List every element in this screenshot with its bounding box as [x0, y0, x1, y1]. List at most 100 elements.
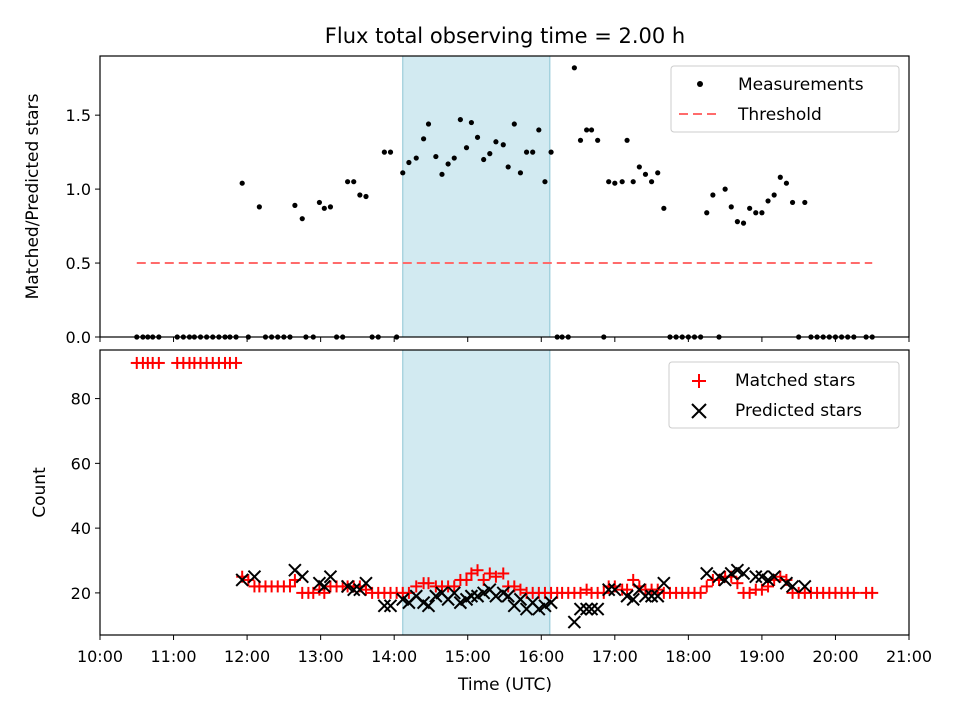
measurement-point [387, 149, 394, 155]
measurement-point [771, 192, 777, 198]
matched-star-point [471, 564, 484, 577]
y-tick-label: 0.0 [66, 328, 91, 347]
matched-star-point [597, 586, 610, 599]
legend-predicted-marker [691, 403, 707, 419]
legend-threshold-label: Threshold [737, 105, 822, 125]
measurement-point [655, 170, 661, 176]
x-tick-label: 10:00 [77, 647, 123, 666]
predicted-star-point [749, 569, 763, 584]
matched-star-point [743, 586, 756, 599]
predicted-star-point [383, 599, 398, 613]
matched-star-point [460, 573, 473, 586]
count-x-ticks: 10:00 11:00 12:00 13:00 14:00 15:00 16:00 17:00… [77, 635, 932, 666]
predicted-star-point [513, 592, 528, 607]
predicted-star-point [798, 579, 812, 594]
measurement-point [327, 204, 334, 210]
x-tick-label: 21:00 [886, 647, 932, 666]
measurement-point [351, 179, 357, 185]
predicted-star-point [785, 579, 800, 594]
matched-star-point [651, 583, 664, 596]
predicted-star-point [235, 573, 249, 587]
legend-matched-marker [692, 374, 706, 388]
matched-star-point [230, 356, 243, 369]
measurement-point [661, 205, 667, 211]
measurement-point [619, 179, 625, 185]
predicted-star-point [700, 566, 714, 581]
measurement-point [463, 145, 470, 151]
predicted-star-point [377, 599, 392, 613]
matched-star-point [497, 567, 510, 580]
x-tick-label: 12:00 [224, 647, 270, 666]
matched-star-point [422, 577, 435, 590]
measurement-point [381, 149, 387, 155]
measurement-point [500, 142, 506, 148]
x-tick-label: 18:00 [665, 647, 711, 666]
matched-star-point [774, 570, 787, 583]
predicted-star-point [644, 589, 659, 603]
predicted-star-point [317, 579, 332, 594]
legend-measurements-marker [697, 81, 703, 87]
predicted-star-point [584, 602, 599, 616]
x-tick-label: 11:00 [150, 647, 196, 666]
predicted-star-point [579, 602, 594, 616]
predicted-star-point [767, 569, 781, 584]
measurement-point [481, 156, 487, 163]
measurement-point [413, 155, 419, 161]
y-tick-label: 80 [71, 390, 91, 409]
measurement-point [734, 219, 740, 225]
measurement-point [239, 180, 245, 186]
measurement-point [571, 65, 577, 71]
measurement-point [648, 179, 655, 185]
measurement-point [517, 170, 524, 176]
measurement-point [505, 164, 511, 170]
measurement-point [439, 171, 445, 177]
predicted-stars-points [235, 563, 812, 629]
measurement-point [457, 116, 463, 123]
predicted-star-point [501, 589, 515, 603]
measurement-point [777, 174, 783, 180]
ratio-y-axis-label: Matched/Predicted stars [23, 93, 43, 299]
predicted-star-point [573, 602, 588, 616]
predicted-star-point [447, 586, 461, 600]
measurement-point [536, 127, 542, 133]
observing-window-shade [402, 349, 551, 636]
matched-star-point [489, 570, 502, 583]
ratio-y-ticks: 0.0 0.5 1.0 1.5 [66, 106, 100, 347]
measurement-point [722, 186, 728, 192]
matched-star-point [465, 567, 478, 580]
measurement-point [612, 180, 618, 186]
measurement-point [468, 119, 475, 126]
legend-measurements-label: Measurements [738, 75, 864, 95]
y-tick-label: 1.5 [66, 106, 91, 125]
measurement-point [474, 134, 481, 140]
measurement-point [357, 192, 363, 198]
matched-star-point [152, 356, 165, 369]
matched-star-point [694, 586, 707, 599]
measurement-point [642, 171, 649, 177]
measurement-point [511, 121, 517, 127]
observing-window-shade [402, 55, 551, 338]
measurement-point [747, 205, 753, 211]
matched-star-point [483, 567, 496, 580]
x-tick-label: 19:00 [739, 647, 785, 666]
measurement-point [345, 179, 351, 185]
measurement-point [630, 179, 636, 185]
measurement-point [577, 137, 584, 143]
predicted-star-point [601, 582, 616, 597]
ratio-legend-box [670, 65, 900, 133]
matched-star-point [700, 580, 713, 593]
count-y-ticks: 20 40 60 80 [71, 390, 100, 603]
measurement-point [425, 121, 432, 127]
chart-title: Flux total observing time = 2.00 h [325, 24, 685, 48]
ratio-x-ticks [99, 337, 910, 342]
measurement-point [606, 179, 612, 185]
measurement-point [445, 161, 451, 167]
x-tick-label: 14:00 [371, 647, 417, 666]
predicted-star-point [736, 566, 751, 581]
predicted-star-point [638, 589, 653, 603]
predicted-star-point [247, 569, 262, 584]
x-tick-label: 15:00 [445, 647, 491, 666]
predicted-star-point [464, 589, 479, 603]
